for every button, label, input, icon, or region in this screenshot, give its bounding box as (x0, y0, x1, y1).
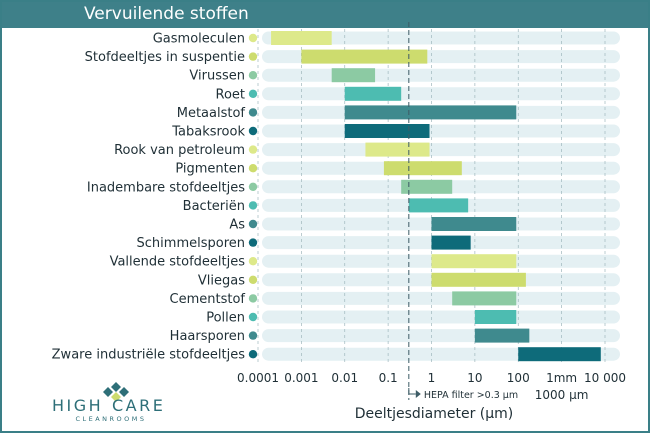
category-label: Roet (216, 87, 246, 102)
row-marker-dot (248, 257, 258, 266)
range-bar (431, 235, 471, 250)
x-tick-label: 0.01 (331, 371, 358, 385)
row-marker-dot (248, 350, 258, 359)
x-tick-label: 10 000 (584, 371, 626, 385)
row-marker-dot (248, 312, 258, 322)
category-label: Pigmenten (175, 162, 245, 177)
category-label: Virussen (189, 69, 245, 84)
range-bar (344, 86, 402, 101)
category-label: Haarsporen (170, 329, 245, 344)
category-label: Tabaksrook (171, 125, 245, 140)
row-marker-dot (248, 219, 258, 229)
row-marker-dot (248, 33, 258, 43)
range-bar (431, 272, 526, 287)
range-bar (408, 198, 469, 213)
category-label: Zware industriële stofdeeltjes (52, 348, 246, 363)
row-marker-dot (248, 238, 258, 247)
category-label: Rook van petroleum (114, 143, 245, 158)
highcare-logo: HIGH CARE CLEANROOMS (52, 382, 165, 423)
range-bar (344, 124, 430, 138)
range-bar (365, 142, 430, 157)
row-marker-dot (248, 52, 258, 61)
category-label: Gasmoleculen (153, 32, 245, 47)
range-bar (518, 347, 601, 362)
range-bar (301, 49, 428, 64)
title-band (2, 2, 648, 28)
chart-title: Vervuilende stoffen (84, 4, 249, 24)
category-label: Cementstof (170, 292, 246, 307)
row-marker-dot (248, 89, 258, 99)
category-label: Vallende stofdeeltjes (110, 255, 246, 270)
range-bar (271, 31, 332, 45)
hepa-arrow-icon (415, 390, 421, 398)
x-tick-label: 0.001 (284, 371, 318, 385)
x-secondary-tick-label: 1000 µm (535, 388, 589, 402)
category-label: Metaalstof (177, 106, 246, 121)
range-bar (401, 179, 453, 194)
row-track (262, 143, 620, 157)
row-track (262, 87, 620, 101)
category-label: Vliegas (198, 273, 245, 288)
row-marker-dot (248, 294, 258, 303)
x-tick-label: 0.1 (379, 371, 398, 385)
x-tick-label: 100 (507, 371, 530, 385)
row-marker-dot (248, 201, 258, 210)
x-axis-label: Deeltjesdiameter (µm) (355, 406, 514, 422)
row-track (262, 68, 620, 82)
highcare-logo-icon (103, 382, 129, 402)
x-tick-label: 10 (467, 371, 482, 385)
logo-word-high: HIGH (52, 396, 103, 415)
row-track (262, 124, 620, 138)
x-tick-label: 1mm (546, 371, 577, 385)
category-label: Pollen (206, 311, 245, 326)
logo-word-care: CARE (112, 396, 165, 415)
range-bar (344, 105, 517, 120)
row-marker-dot (248, 126, 258, 136)
range-bar (431, 254, 517, 269)
x-tick-label: 1 (428, 371, 436, 385)
category-label: Inadembare stofdeeltjes (87, 180, 245, 195)
hepa-connector (408, 388, 416, 395)
category-label: As (229, 218, 245, 233)
range-bar (452, 291, 517, 306)
row-marker-dot (248, 331, 258, 340)
row-marker-dot (248, 71, 258, 80)
range-bar (474, 310, 517, 324)
row-marker-dot (248, 164, 258, 173)
range-bar (383, 161, 462, 176)
logo-tagline: CLEANROOMS (75, 415, 146, 423)
x-tick-label: 0.0001 (237, 371, 279, 385)
row-marker-dot (248, 108, 258, 117)
category-label: Schimmelsporen (137, 236, 245, 251)
range-bar (331, 68, 376, 83)
row-track (262, 310, 620, 324)
row-marker-dot (248, 275, 258, 284)
range-bar (474, 328, 530, 343)
range-bar (431, 217, 517, 231)
row-marker-dot (248, 145, 258, 154)
row-track (262, 31, 620, 45)
row-marker-dot (248, 182, 258, 191)
row-track (262, 291, 620, 305)
category-label: Stofdeeltjes in suspentie (85, 50, 245, 65)
row-track (262, 329, 620, 343)
category-label: Bacteriën (183, 199, 245, 214)
hepa-label: HEPA filter >0.3 µm (424, 390, 518, 401)
